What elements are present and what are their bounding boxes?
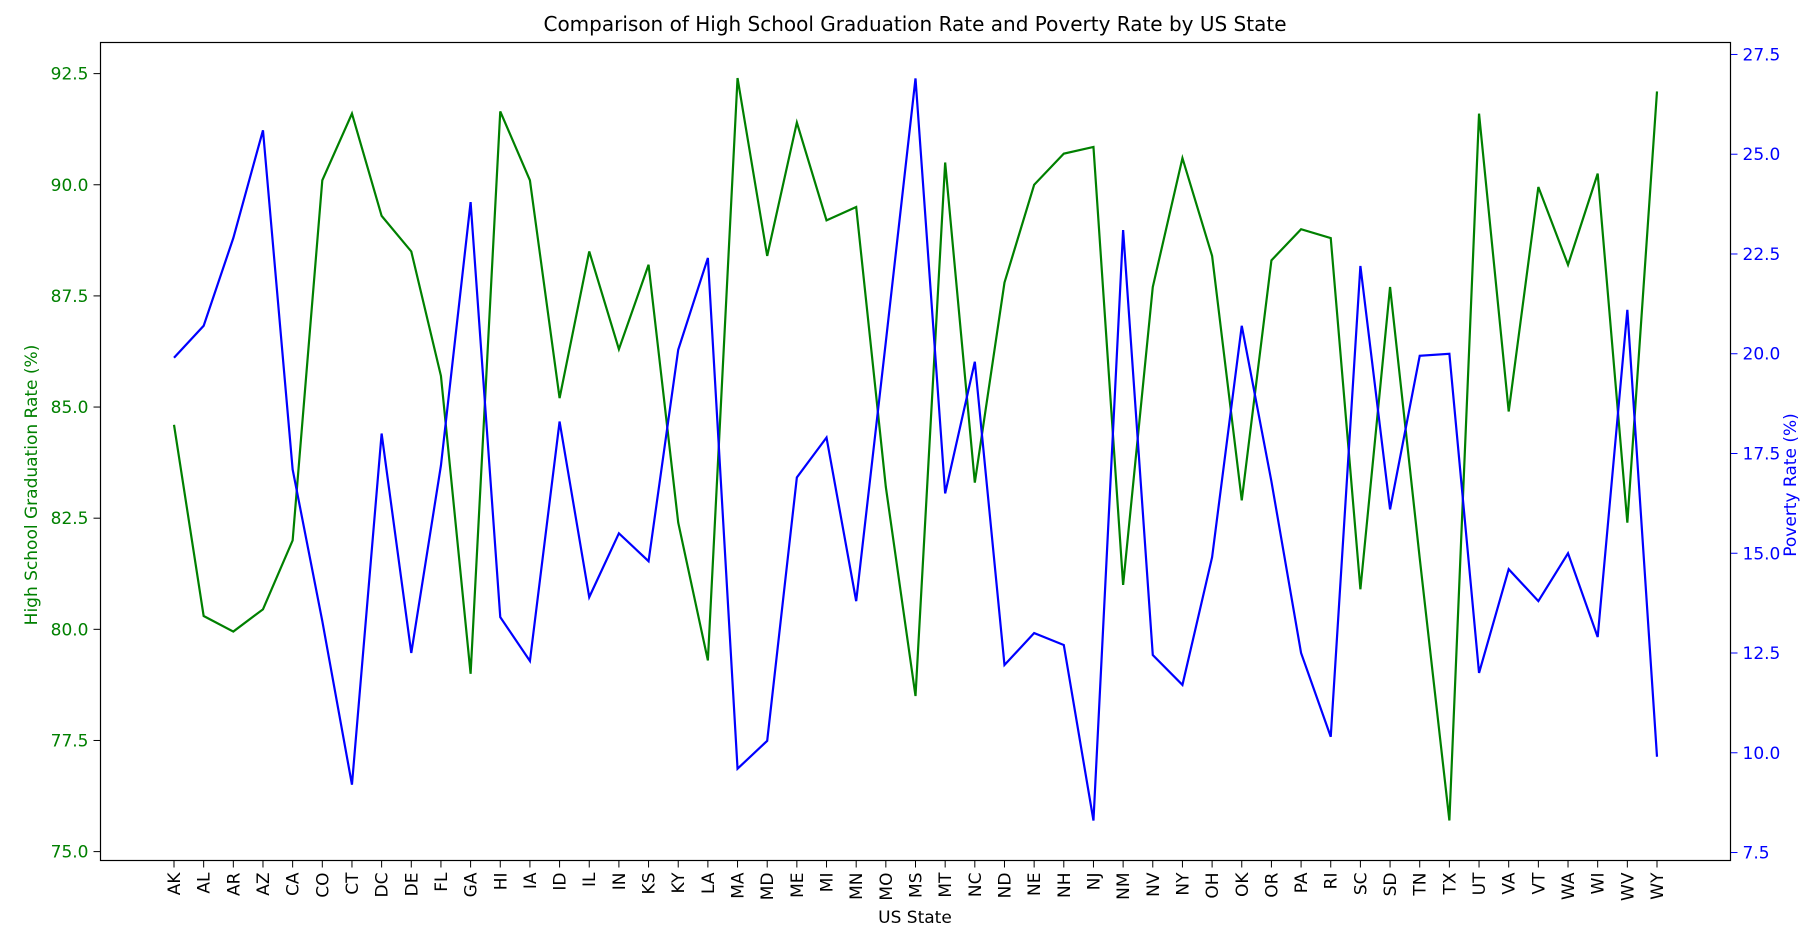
x-tick-label: CO — [313, 873, 333, 898]
x-tick-label: KS — [640, 873, 660, 895]
plot-frame — [99, 41, 1732, 862]
x-tick-label: WA — [1559, 872, 1579, 900]
x-tick-label: CT — [343, 872, 363, 895]
y-right-axis-label: Poverty Rate (%) — [1781, 413, 1801, 557]
x-tick-label: NH — [1055, 873, 1075, 899]
x-tick-label: TN — [1411, 873, 1431, 897]
x-tick-label: IL — [580, 872, 600, 887]
x-tick-label: SD — [1381, 873, 1401, 897]
x-tick-label: ID — [551, 873, 571, 891]
x-tick-label: MS — [907, 873, 927, 898]
y-right-tick-label: 25.0 — [1743, 145, 1781, 165]
x-tick-label: UT — [1470, 872, 1490, 895]
y-left-tick-label: 77.5 — [51, 731, 89, 751]
x-tick-label: DC — [373, 873, 393, 898]
x-tick-label: ND — [995, 873, 1015, 899]
y-right-tick-label: 27.5 — [1743, 45, 1781, 65]
x-tick-label: KY — [669, 872, 689, 894]
x-tick-label: MT — [936, 872, 956, 898]
y-right-tick-label: 12.5 — [1743, 644, 1781, 664]
x-tick-label: NV — [1144, 872, 1164, 897]
plot-layer: AK AL AR AZ CA CO CT DC DE FL GA HI IA ID IL IN KS KY LA MA… — [51, 45, 1781, 900]
y-left-tick-label: 87.5 — [51, 287, 89, 307]
x-tick-label: LA — [699, 872, 719, 894]
x-tick-label: NY — [1173, 872, 1193, 896]
x-tick-label: MN — [847, 873, 867, 900]
y-right-tick-label: 22.5 — [1743, 245, 1781, 265]
x-tick-label: NJ — [1084, 873, 1104, 891]
x-tick-label: MO — [877, 873, 897, 901]
y-left-tick-label: 75.0 — [51, 843, 89, 863]
y-right-tick-label: 20.0 — [1743, 345, 1781, 365]
x-tick-label: AZ — [254, 873, 274, 896]
y-right-tick-label: 10.0 — [1743, 744, 1781, 764]
x-tick-label: NE — [1025, 873, 1045, 896]
x-tick-label: VA — [1500, 872, 1520, 895]
x-tick-label: PA — [1292, 872, 1312, 893]
x-tick-label: OK — [1233, 872, 1253, 897]
y-left-tick-label: 80.0 — [51, 620, 89, 640]
y-left-tick-label: 85.0 — [51, 398, 89, 418]
x-tick-label: OH — [1203, 873, 1223, 899]
y-left-tick-label: 92.5 — [51, 65, 89, 85]
y-left-axis-label: High School Graduation Rate (%) — [22, 345, 42, 626]
x-tick-label: NM — [1114, 873, 1134, 900]
x-tick-label: RI — [1322, 873, 1342, 890]
x-tick-label: MA — [729, 872, 749, 899]
x-tick-label: IN — [610, 873, 630, 891]
poverty-rate-line — [173, 78, 1659, 821]
x-tick-label: WV — [1618, 872, 1638, 901]
x-tick-label: WY — [1648, 872, 1668, 900]
y-left-tick-label: 82.5 — [51, 509, 89, 529]
x-axis-label: US State — [878, 908, 952, 928]
y-left-tick-label: 90.0 — [51, 176, 89, 196]
y-right-tick-label: 15.0 — [1743, 544, 1781, 564]
x-tick-label: HI — [491, 873, 511, 891]
x-tick-label: TX — [1440, 872, 1460, 895]
graduation-rate-line — [172, 77, 1659, 821]
x-tick-label: MI — [818, 873, 838, 893]
chart-title: Comparison of High School Graduation Rat… — [543, 12, 1286, 36]
x-tick-label: DE — [402, 873, 422, 897]
x-tick-label: CA — [284, 872, 304, 896]
y-right-tick-label: 17.5 — [1743, 444, 1781, 464]
x-tick-label: FL — [432, 872, 452, 892]
x-tick-label: SC — [1351, 873, 1371, 896]
x-tick-label: NC — [966, 873, 986, 898]
x-tick-label: OR — [1262, 872, 1282, 897]
x-tick-label: WI — [1589, 873, 1609, 895]
x-tick-label: AR — [224, 872, 244, 896]
x-tick-label: VT — [1529, 872, 1549, 895]
x-tick-label: MD — [758, 873, 778, 901]
y-right-tick-label: 7.5 — [1743, 844, 1770, 864]
x-tick-label: ME — [788, 873, 808, 898]
x-tick-label: GA — [462, 872, 482, 897]
x-tick-label: AK — [165, 872, 185, 896]
x-tick-label: IA — [521, 872, 541, 889]
x-tick-label: AL — [195, 872, 215, 894]
